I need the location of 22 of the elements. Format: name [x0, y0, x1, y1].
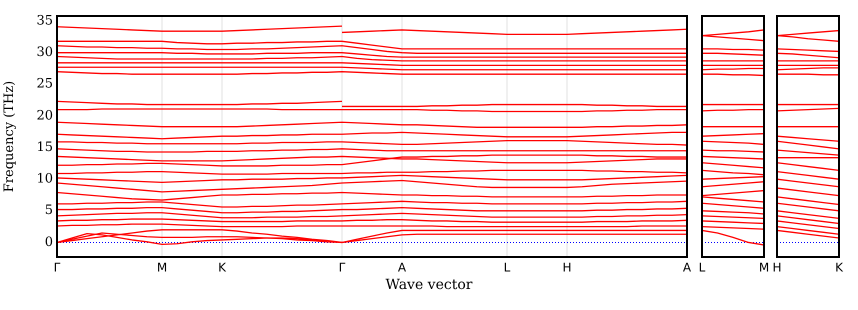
y-axis-title: Frequency (THz) — [2, 80, 18, 192]
x-axis-title: Wave vector — [384, 277, 474, 293]
x-tick-label: L — [504, 260, 511, 274]
x-tick-label: H — [772, 260, 782, 274]
y-tick-label: 25 — [36, 76, 53, 92]
x-tick-label: L — [698, 260, 706, 274]
x-tick-label: M — [156, 260, 168, 274]
x-tick-label: Γ — [338, 260, 346, 274]
x-tick-label: H — [562, 260, 572, 274]
x-tick-label: A — [398, 260, 407, 274]
y-tick-label: 35 — [36, 13, 53, 28]
x-tick-label: A — [682, 260, 692, 274]
x-tick-label: Γ — [54, 260, 61, 274]
y-tick-label: 20 — [36, 108, 53, 124]
y-tick-label: 15 — [36, 140, 53, 155]
y-tick-label: 5 — [44, 203, 53, 218]
x-tick-label: M — [758, 260, 770, 274]
y-tick-label: 10 — [36, 172, 53, 187]
y-tick-label: 30 — [36, 45, 53, 60]
x-tick-label: K — [218, 260, 228, 274]
x-tick-label: K — [835, 260, 844, 274]
y-tick-label: 0 — [44, 234, 53, 250]
